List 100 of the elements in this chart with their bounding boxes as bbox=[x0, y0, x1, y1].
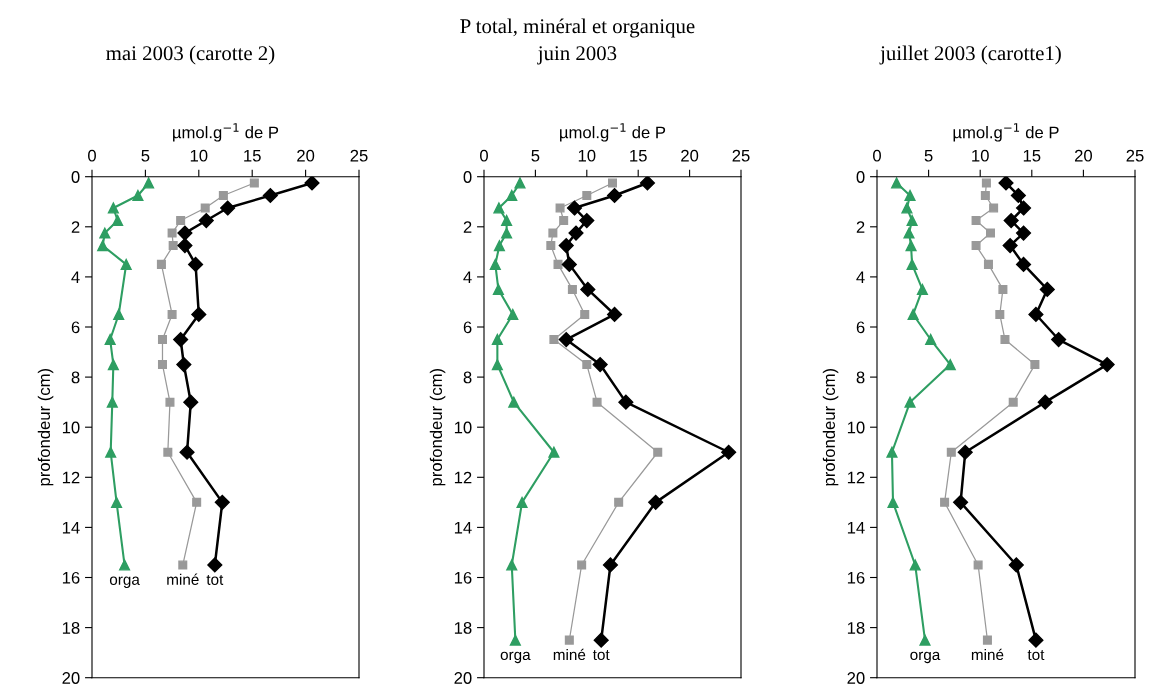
point bbox=[548, 228, 558, 238]
x-tick-label: 20 bbox=[1074, 149, 1093, 162]
point bbox=[983, 259, 993, 269]
point bbox=[891, 177, 903, 189]
point bbox=[508, 396, 520, 408]
point bbox=[989, 203, 999, 213]
y-tick-label: 16 bbox=[454, 571, 472, 584]
point bbox=[163, 447, 173, 457]
point bbox=[903, 227, 915, 239]
y-tick-label: 8 bbox=[71, 371, 80, 384]
y-tick-label: 14 bbox=[62, 521, 80, 534]
y-tick-label: 10 bbox=[454, 421, 472, 434]
y-tick-label: 4 bbox=[856, 271, 865, 283]
point bbox=[179, 444, 195, 460]
y-tick-label: 2 bbox=[71, 221, 80, 233]
x-tick-label: 5 bbox=[141, 149, 150, 162]
y-tick-label: 20 bbox=[847, 672, 865, 684]
x-tick-label: 0 bbox=[873, 149, 881, 162]
y-tick-label: 18 bbox=[454, 622, 472, 634]
point bbox=[639, 176, 656, 191]
point bbox=[120, 258, 132, 270]
point bbox=[904, 396, 916, 408]
x-tick-label: 5 bbox=[924, 149, 933, 162]
x-tick-label: 10 bbox=[578, 149, 596, 162]
y-tick-label: 6 bbox=[856, 321, 865, 334]
point bbox=[132, 189, 144, 202]
point bbox=[1008, 397, 1018, 407]
point bbox=[509, 634, 521, 646]
point bbox=[198, 212, 214, 229]
y-tick-label: 16 bbox=[847, 571, 865, 584]
point bbox=[176, 216, 186, 226]
y-tick-label: 10 bbox=[847, 421, 865, 434]
point bbox=[1008, 557, 1024, 573]
point bbox=[157, 335, 168, 345]
point bbox=[167, 228, 177, 238]
point bbox=[1028, 306, 1044, 323]
y-tick-label: 10 bbox=[62, 421, 80, 434]
point bbox=[207, 557, 223, 573]
point bbox=[907, 308, 919, 321]
point bbox=[564, 635, 574, 645]
x-tick-label: 15 bbox=[244, 149, 261, 162]
point bbox=[973, 560, 983, 570]
x-tick-label: 0 bbox=[88, 149, 96, 162]
x-axis-title: µmol.g$^{−1}$ de P bbox=[560, 123, 666, 142]
point bbox=[904, 189, 916, 202]
point bbox=[981, 178, 991, 188]
y-tick-label: 2 bbox=[463, 221, 472, 233]
y-tick-label: 8 bbox=[463, 371, 472, 384]
point bbox=[1099, 357, 1115, 373]
y-tick-label: 8 bbox=[856, 371, 865, 384]
point bbox=[1015, 200, 1032, 216]
chart-title: juillet 2003 (carotte1) bbox=[879, 45, 1061, 65]
point bbox=[971, 216, 981, 226]
point bbox=[501, 227, 513, 239]
y-axis-title: profondeur (cm) bbox=[429, 368, 446, 486]
point bbox=[905, 240, 917, 252]
y-tick-label: 2 bbox=[856, 221, 865, 233]
point bbox=[721, 444, 737, 460]
point bbox=[1002, 238, 1018, 254]
point bbox=[580, 309, 590, 319]
point bbox=[491, 359, 503, 371]
point bbox=[119, 559, 131, 571]
y-tick-label: 0 bbox=[856, 171, 865, 183]
y-tick-label: 12 bbox=[454, 471, 472, 484]
point bbox=[558, 238, 574, 254]
chart-subtitle: juin 2003 bbox=[537, 46, 617, 65]
point bbox=[262, 187, 278, 204]
series-label: miné bbox=[167, 573, 199, 585]
point bbox=[546, 241, 556, 251]
point bbox=[157, 360, 168, 370]
point bbox=[111, 496, 123, 508]
y-tick-label: 20 bbox=[62, 672, 80, 684]
y-tick-label: 18 bbox=[62, 622, 80, 634]
y-tick-label: 14 bbox=[454, 521, 472, 534]
point bbox=[906, 214, 918, 227]
point bbox=[506, 189, 518, 202]
point bbox=[998, 284, 1008, 294]
point bbox=[944, 359, 956, 371]
point bbox=[592, 397, 602, 407]
y-tick-label: 16 bbox=[62, 571, 80, 584]
point bbox=[106, 396, 118, 408]
point bbox=[218, 190, 228, 201]
point bbox=[1015, 225, 1032, 241]
x-tick-label: 25 bbox=[732, 149, 750, 162]
x-tick-label: 5 bbox=[531, 149, 540, 162]
point bbox=[577, 560, 587, 570]
point bbox=[567, 284, 577, 294]
point bbox=[582, 360, 592, 370]
point bbox=[916, 283, 928, 295]
series-label: tot bbox=[206, 574, 224, 585]
point bbox=[493, 240, 505, 252]
point bbox=[940, 497, 950, 507]
point bbox=[946, 447, 956, 457]
point bbox=[995, 309, 1005, 319]
point bbox=[982, 635, 992, 645]
point bbox=[980, 190, 990, 201]
point bbox=[113, 308, 125, 321]
point bbox=[1010, 187, 1026, 204]
point bbox=[107, 359, 119, 371]
point bbox=[489, 258, 501, 270]
